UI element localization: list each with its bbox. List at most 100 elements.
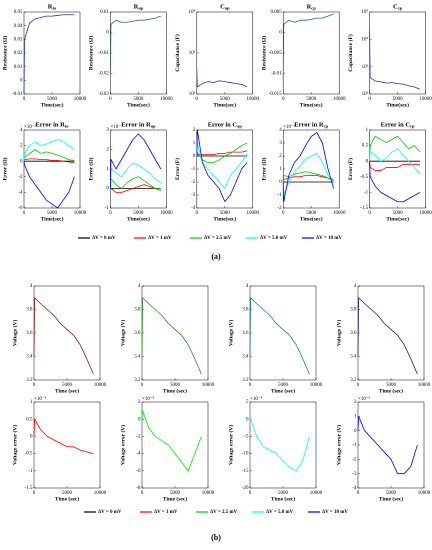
x-tick-label: 0 bbox=[33, 383, 36, 388]
legend-label: ΔV = 0 mV bbox=[98, 510, 122, 515]
y-tick-label: 10² bbox=[189, 91, 196, 97]
y-tick-label: -3 bbox=[191, 193, 196, 198]
y-tick-label: 10⁵ bbox=[361, 9, 368, 15]
data-line bbox=[23, 138, 75, 162]
x-axis-label: Time(sec) bbox=[41, 215, 64, 222]
y-tick-label: 10² bbox=[362, 91, 369, 97]
y-axis-label: Capacitance (F) bbox=[174, 34, 181, 72]
panel-title-sub: ap bbox=[225, 6, 230, 11]
data-line bbox=[196, 142, 248, 163]
y-tick-label: -4 bbox=[136, 452, 141, 457]
axis-exponent: ×10⁻³ bbox=[34, 396, 46, 402]
x-axis-label: Time (sec) bbox=[379, 387, 403, 394]
data-line bbox=[250, 418, 310, 472]
data-line bbox=[282, 171, 334, 183]
y-tick-label: 3.6 bbox=[134, 331, 141, 336]
panel-title-sub: cp bbox=[410, 124, 415, 129]
x-tick-label: 5000 bbox=[306, 211, 317, 216]
y-axis-label: Voltage error (V) bbox=[227, 425, 234, 465]
y-axis-label: Voltage (V) bbox=[119, 320, 126, 347]
axis-exponent: ×10⁻³ bbox=[283, 124, 295, 130]
x-tick-label: 5000 bbox=[306, 97, 317, 102]
y-tick-label: 2 bbox=[354, 400, 357, 405]
plot-frame bbox=[282, 11, 340, 95]
panel-title: Error in Rto bbox=[35, 121, 69, 128]
panel-title: Rcp bbox=[307, 3, 317, 10]
y-tick-label: -2 bbox=[352, 457, 357, 462]
x-tick-label: 0 bbox=[141, 491, 144, 496]
panel-title-sub: to bbox=[65, 124, 69, 129]
y-tick-label: 10³ bbox=[189, 50, 196, 56]
x-tick-label: 10000 bbox=[160, 97, 173, 102]
x-tick-label: 0 bbox=[33, 491, 36, 496]
x-tick-label: 5000 bbox=[278, 491, 289, 496]
data-line bbox=[196, 142, 248, 189]
y-tick-label: 0.03 bbox=[14, 37, 23, 42]
x-tick-label: 10000 bbox=[247, 211, 260, 216]
y-tick-label: -3 bbox=[352, 472, 357, 477]
y-axis-label: Error (F) bbox=[174, 158, 181, 180]
x-axis-label: Time (sec) bbox=[55, 495, 79, 502]
data-line bbox=[282, 175, 334, 183]
data-line bbox=[196, 150, 248, 157]
x-axis-label: Time(sec) bbox=[300, 101, 323, 108]
x-tick-label: 5000 bbox=[62, 383, 73, 388]
y-tick-label: 0 bbox=[106, 31, 109, 36]
data-line bbox=[23, 161, 75, 209]
data-line bbox=[369, 31, 421, 90]
part-label: (a) bbox=[211, 252, 221, 261]
y-tick-label: -0.015 bbox=[269, 92, 282, 97]
y-axis-label: Voltage error (V) bbox=[11, 425, 18, 465]
panel-title: Error in Rap bbox=[121, 121, 156, 128]
y-tick-label: 0 bbox=[279, 180, 282, 185]
y-tick-label: 3.8 bbox=[242, 308, 249, 313]
legend-label: ΔV = 2.5 mV bbox=[204, 236, 232, 241]
x-tick-label: 0 bbox=[357, 383, 360, 388]
x-tick-label: 10000 bbox=[74, 97, 87, 102]
y-tick-label: -2 bbox=[191, 180, 196, 185]
y-tick-label: 3.2 bbox=[26, 378, 33, 383]
x-axis-label: Time(sec) bbox=[41, 101, 64, 108]
y-tick-label: 0 bbox=[354, 429, 357, 434]
x-tick-label: 10000 bbox=[419, 211, 432, 216]
x-tick-label: 0 bbox=[196, 97, 199, 102]
x-axis-label: Time (sec) bbox=[379, 495, 403, 502]
y-tick-label: -6 bbox=[18, 206, 23, 211]
y-axis-label: Error (Ω) bbox=[1, 157, 8, 180]
y-tick-label: 3.6 bbox=[350, 331, 357, 336]
data-line bbox=[33, 297, 94, 375]
data-line bbox=[369, 148, 421, 174]
x-tick-label: 0 bbox=[23, 97, 26, 102]
y-tick-label: 0 bbox=[366, 159, 369, 164]
panel-title: Error in Rcp bbox=[294, 121, 328, 128]
panel-title-sub: cp bbox=[324, 124, 329, 129]
legend-label: ΔV = 10 mV bbox=[316, 236, 342, 241]
y-axis-label: Resistance (Ω) bbox=[88, 36, 95, 70]
y-tick-label: 3.8 bbox=[134, 308, 141, 313]
x-tick-label: 5000 bbox=[47, 97, 58, 102]
data-line bbox=[249, 297, 310, 375]
y-tick-label: -4 bbox=[191, 206, 196, 211]
x-tick-label: 5000 bbox=[393, 211, 404, 216]
x-axis-label: Time (sec) bbox=[163, 387, 187, 394]
data-line bbox=[110, 15, 161, 74]
x-tick-label: 5000 bbox=[386, 383, 397, 388]
y-tick-label: -2 bbox=[18, 175, 23, 180]
y-tick-label: -0.5 bbox=[360, 175, 368, 180]
y-tick-label: 4 bbox=[279, 128, 282, 133]
y-tick-label: -1 bbox=[352, 443, 357, 448]
panel-title: Error in Ccp bbox=[381, 121, 415, 128]
x-axis-label: Time (sec) bbox=[55, 387, 79, 394]
x-tick-label: 10000 bbox=[333, 97, 346, 102]
data-line bbox=[357, 415, 418, 475]
panel-title: Error in Cap bbox=[208, 121, 243, 128]
x-tick-label: 10000 bbox=[247, 97, 260, 102]
panel-title: Rto bbox=[48, 3, 57, 10]
y-tick-label: -2 bbox=[278, 206, 283, 211]
x-tick-label: 5000 bbox=[170, 491, 181, 496]
y-tick-label: 3.4 bbox=[350, 355, 357, 360]
y-tick-label: -1 bbox=[364, 191, 369, 196]
x-axis-label: Time(sec) bbox=[386, 215, 409, 222]
x-tick-label: 10000 bbox=[160, 211, 173, 216]
